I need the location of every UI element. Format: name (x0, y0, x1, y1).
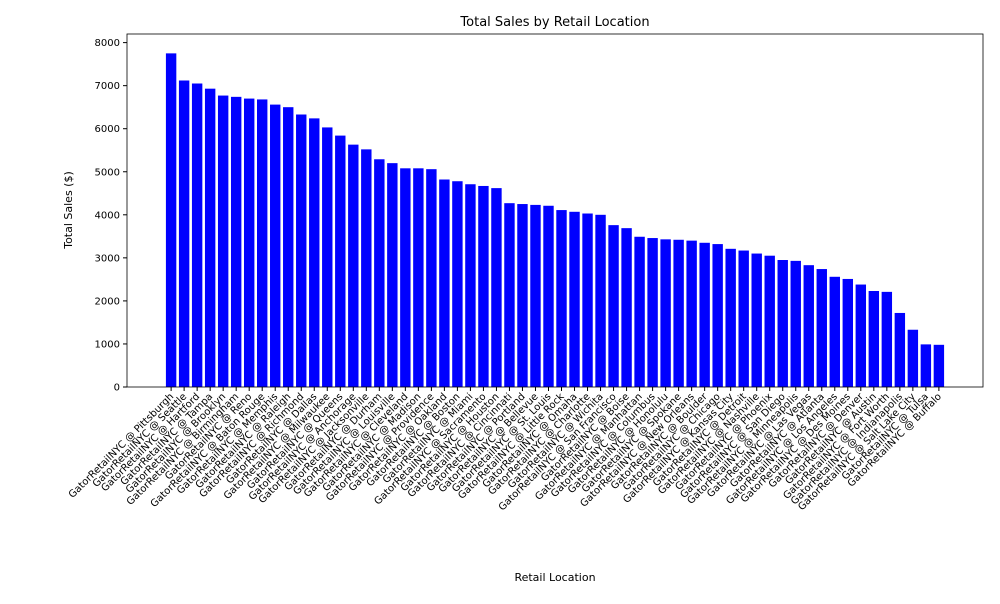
bar (686, 240, 697, 387)
bar (322, 127, 333, 387)
bar (230, 96, 242, 387)
y-tick-label: 2000 (95, 296, 120, 307)
plot-frame (126, 33, 984, 388)
y-axis-label: Total Sales ($) (62, 171, 75, 250)
bar (621, 228, 632, 387)
bar (634, 236, 645, 387)
bar (842, 278, 853, 387)
bar (217, 95, 229, 387)
bar (361, 149, 372, 387)
bar (725, 248, 736, 387)
bar (751, 253, 762, 387)
bar (413, 168, 424, 387)
y-tick-label: 8000 (95, 38, 120, 49)
bar (777, 260, 788, 387)
bar (803, 265, 814, 387)
bar (191, 83, 203, 387)
bar (790, 260, 801, 387)
bar (699, 242, 710, 387)
bar (543, 205, 554, 387)
y-tick-label: 6000 (95, 124, 120, 135)
bar (439, 179, 450, 387)
bar (881, 291, 893, 387)
y-tick-label: 7000 (95, 81, 120, 92)
bar (829, 276, 840, 387)
bar (712, 244, 723, 387)
y-tick-label: 4000 (95, 210, 120, 221)
bar (491, 188, 502, 387)
bar (595, 214, 606, 387)
bar (257, 99, 268, 387)
bar (530, 204, 541, 387)
bar (738, 250, 749, 387)
bar (335, 135, 346, 387)
bar (868, 291, 880, 387)
bar (348, 144, 359, 387)
y-tick-label: 3000 (95, 253, 120, 264)
bar (452, 181, 463, 387)
bar (387, 163, 398, 387)
bar (608, 225, 619, 387)
bar (647, 238, 658, 387)
bar (270, 104, 281, 387)
bar (204, 88, 216, 388)
y-tick-label: 5000 (95, 167, 120, 178)
bar (517, 204, 528, 387)
bar (478, 185, 489, 387)
bar (426, 169, 437, 387)
bar (309, 118, 320, 387)
y-tick-label: 1000 (95, 339, 120, 350)
bar (465, 184, 476, 387)
bar (283, 107, 294, 388)
bar (660, 239, 671, 387)
bar (933, 344, 945, 387)
bar (920, 344, 932, 387)
bar (296, 114, 307, 387)
bar (165, 53, 177, 388)
bar (556, 210, 567, 387)
bar (855, 284, 867, 387)
bar (400, 168, 411, 387)
chart-title: Total Sales by Retail Location (459, 15, 649, 30)
y-tick-label: 0 (114, 383, 120, 394)
bar (569, 211, 580, 387)
bar (178, 80, 190, 388)
bar (243, 98, 255, 387)
bar (582, 213, 593, 387)
bar (374, 159, 385, 387)
bar (894, 312, 906, 387)
bar (816, 269, 827, 387)
bar (673, 239, 684, 387)
x-axis-label: Retail Location (514, 571, 595, 584)
bar (764, 255, 775, 387)
bar (907, 329, 919, 387)
bar (504, 203, 515, 387)
